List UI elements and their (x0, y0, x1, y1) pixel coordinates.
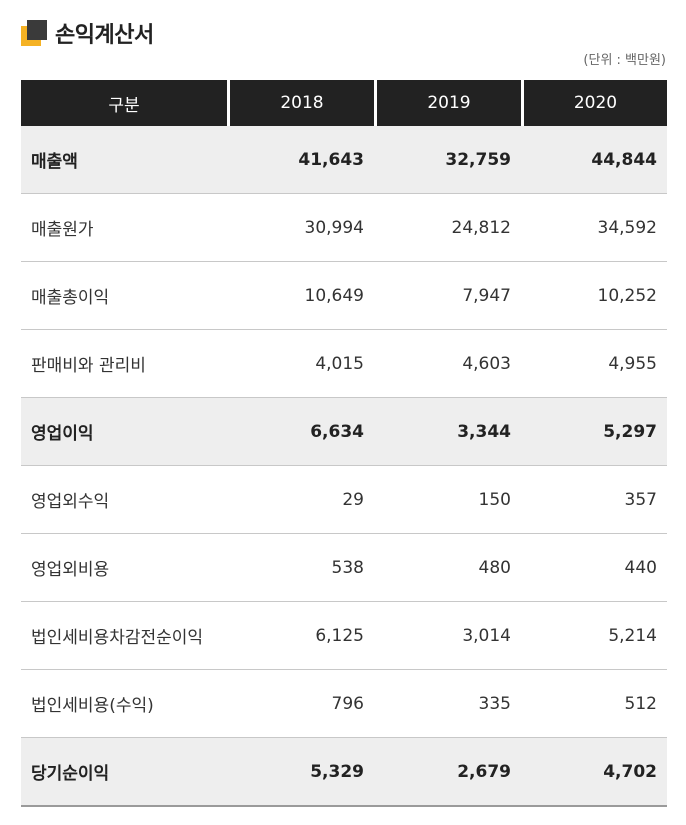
row-label: 법인세비용차감전순이익 (21, 602, 227, 670)
row-label: 법인세비용(수익) (21, 670, 227, 738)
row-value: 2,679 (374, 738, 521, 807)
header-category: 구분 (21, 80, 227, 126)
row-value: 335 (374, 670, 521, 738)
row-value: 3,344 (374, 398, 521, 466)
row-value: 440 (521, 534, 667, 602)
row-value: 41,643 (227, 126, 374, 194)
table-row: 판매비와 관리비 4,015 4,603 4,955 (21, 330, 667, 398)
row-value: 10,649 (227, 262, 374, 330)
table-row: 법인세비용(수익) 796 335 512 (21, 670, 667, 738)
row-value: 5,329 (227, 738, 374, 807)
row-value: 30,994 (227, 194, 374, 262)
table-row: 매출액 41,643 32,759 44,844 (21, 126, 667, 194)
row-value: 34,592 (521, 194, 667, 262)
table-row: 당기순이익 5,329 2,679 4,702 (21, 738, 667, 807)
row-value: 3,014 (374, 602, 521, 670)
row-value: 7,947 (374, 262, 521, 330)
row-value: 538 (227, 534, 374, 602)
row-label: 판매비와 관리비 (21, 330, 227, 398)
row-value: 5,297 (521, 398, 667, 466)
row-label: 매출액 (21, 126, 227, 194)
income-statement-table: 구분 2018 2019 2020 매출액 41,643 32,759 44,844 매… (21, 80, 667, 807)
row-value: 4,015 (227, 330, 374, 398)
section-header: 손익계산서 (21, 18, 154, 48)
row-label: 당기순이익 (21, 738, 227, 807)
unit-note: (단위 : 백만원) (583, 53, 666, 68)
row-value: 44,844 (521, 126, 667, 194)
row-value: 4,603 (374, 330, 521, 398)
row-value: 512 (521, 670, 667, 738)
row-value: 32,759 (374, 126, 521, 194)
row-value: 4,702 (521, 738, 667, 807)
row-value: 796 (227, 670, 374, 738)
row-value: 10,252 (521, 262, 667, 330)
row-label: 영업외비용 (21, 534, 227, 602)
row-value: 150 (374, 466, 521, 534)
row-value: 29 (227, 466, 374, 534)
row-value: 480 (374, 534, 521, 602)
header-year-2020: 2020 (521, 80, 667, 126)
table-row: 매출총이익 10,649 7,947 10,252 (21, 262, 667, 330)
row-value: 6,125 (227, 602, 374, 670)
row-value: 6,634 (227, 398, 374, 466)
header-year-2019: 2019 (374, 80, 521, 126)
table-row: 매출원가 30,994 24,812 34,592 (21, 194, 667, 262)
table-row: 법인세비용차감전순이익 6,125 3,014 5,214 (21, 602, 667, 670)
row-value: 24,812 (374, 194, 521, 262)
table-header-row: 구분 2018 2019 2020 (21, 80, 667, 126)
table-row: 영업외비용 538 480 440 (21, 534, 667, 602)
row-value: 357 (521, 466, 667, 534)
header-year-2018: 2018 (227, 80, 374, 126)
table-row: 영업이익 6,634 3,344 5,297 (21, 398, 667, 466)
table-row: 영업외수익 29 150 357 (21, 466, 667, 534)
row-value: 5,214 (521, 602, 667, 670)
row-label: 매출총이익 (21, 262, 227, 330)
row-label: 매출원가 (21, 194, 227, 262)
square-bullet-icon (21, 20, 47, 46)
row-label: 영업외수익 (21, 466, 227, 534)
page-title: 손익계산서 (55, 23, 154, 48)
row-label: 영업이익 (21, 398, 227, 466)
row-value: 4,955 (521, 330, 667, 398)
